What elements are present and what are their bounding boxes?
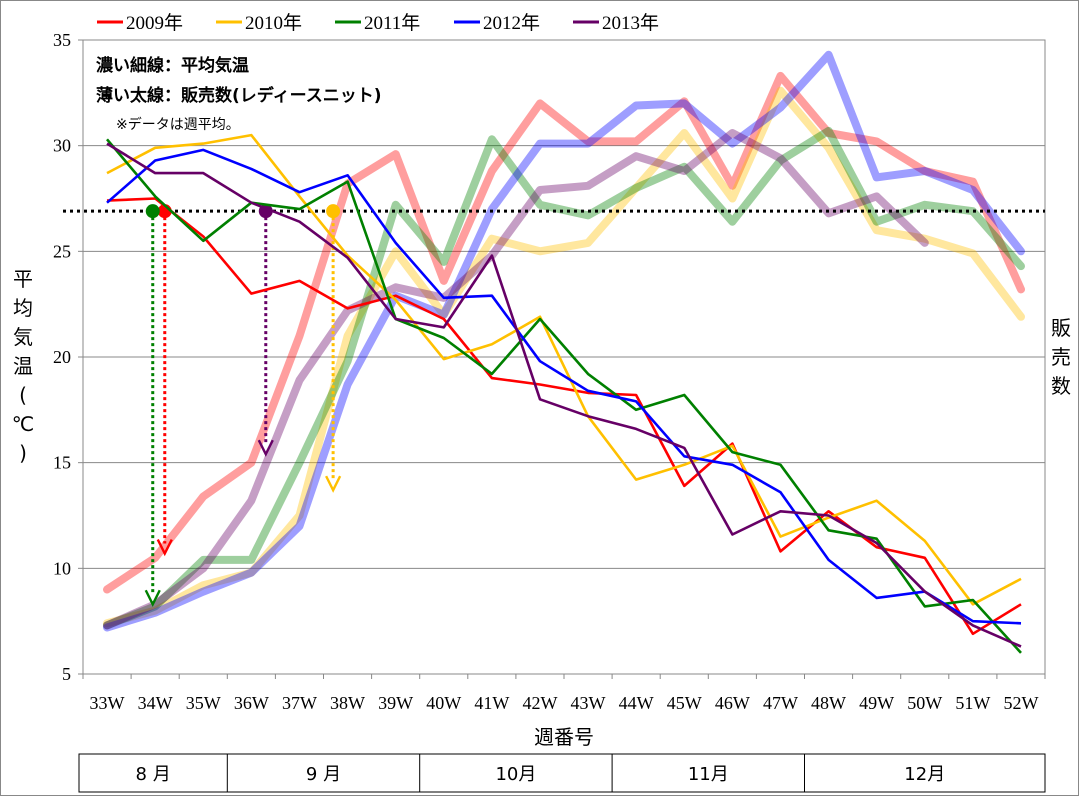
month-label: 8 月 (136, 764, 171, 785)
note-1: 薄い太線：販売数(レディースニット) (96, 85, 382, 106)
x-tick-label: 46W (715, 693, 750, 713)
x-tick-label: 35W (186, 693, 221, 713)
legend-item-label: 2009年 (126, 12, 183, 34)
temperature-line-1 (106, 133, 1022, 606)
drop-arrow-head-1 (144, 589, 161, 607)
axes: 35 30 25 20 15 10 5 33W 34W 35W 36W 37W 38W 39W 40W 41W… (12, 30, 1071, 749)
month-label: 12月 (904, 764, 945, 785)
temperature-lines (106, 133, 1022, 654)
y-tick-label: 5 (62, 664, 71, 684)
drop-arrow-head-0 (156, 539, 173, 557)
temperature-line-0 (106, 197, 1022, 636)
x-tick-label: 33W (90, 693, 125, 713)
y-tick-label: 30 (53, 136, 71, 156)
y-tick-label: 20 (53, 347, 71, 367)
x-tick-label: 51W (955, 693, 990, 713)
x-tick-label: 49W (859, 693, 894, 713)
legend: 2009年 2010年 2011年 2012年 2013年 (97, 12, 659, 34)
x-tick-label: 34W (138, 693, 173, 713)
sales-line-1 (103, 86, 1025, 628)
legend-item-label: 2011年 (364, 12, 420, 34)
sales-line-2 (103, 126, 1025, 630)
x-tick-label: 50W (907, 693, 942, 713)
x-tick-label: 36W (234, 693, 269, 713)
x-tick-label: 40W (426, 693, 461, 713)
month-label: 9 月 (306, 764, 341, 785)
sales-lines (103, 50, 1025, 632)
y-tick-label: 25 (53, 241, 71, 261)
y-axis-title: 平均気温(℃) (12, 267, 34, 465)
x-tick-label: 52W (1003, 693, 1038, 713)
temperature-line-3 (106, 148, 1022, 625)
threshold-marker-1 (145, 204, 160, 219)
y-tick-label: 10 (53, 558, 71, 578)
note-0: 濃い細線：平均気温 (96, 55, 249, 76)
legend-item-label: 2013年 (602, 12, 659, 34)
drop-arrow-head-2 (257, 439, 274, 457)
x-tick-label: 38W (330, 693, 365, 713)
x-tick-label: 43W (571, 693, 606, 713)
y-tick-label: 15 (53, 453, 71, 473)
x-axis-title: 週番号 (534, 725, 594, 749)
note-2: ※データは週平均。 (116, 116, 240, 133)
sales-line-4 (103, 129, 929, 630)
x-tick-label: 37W (282, 693, 317, 713)
legend-item-label: 2010年 (245, 12, 302, 34)
month-table: 8 月 9 月 10月 11月 12月 (78, 753, 1046, 793)
sales-line-3 (103, 50, 1025, 632)
x-tick-label: 42W (522, 693, 557, 713)
temperature-line-4 (106, 142, 1022, 648)
drop-arrow-head-3 (325, 475, 342, 493)
x-tick-label: 41W (474, 693, 509, 713)
month-label: 10月 (495, 764, 536, 785)
month-table-border (78, 753, 1046, 793)
y2-axis-title: 販売数 (1051, 316, 1071, 398)
threshold-marker-3 (326, 204, 341, 219)
x-tick-label: 47W (763, 693, 798, 713)
x-tick-label: 45W (667, 693, 702, 713)
x-tick-label: 39W (378, 693, 413, 713)
month-label: 11月 (688, 764, 729, 785)
legend-item-label: 2012年 (483, 12, 540, 34)
y-tick-label: 35 (53, 30, 71, 50)
x-tick-label: 44W (619, 693, 654, 713)
x-tick-label: 48W (811, 693, 846, 713)
